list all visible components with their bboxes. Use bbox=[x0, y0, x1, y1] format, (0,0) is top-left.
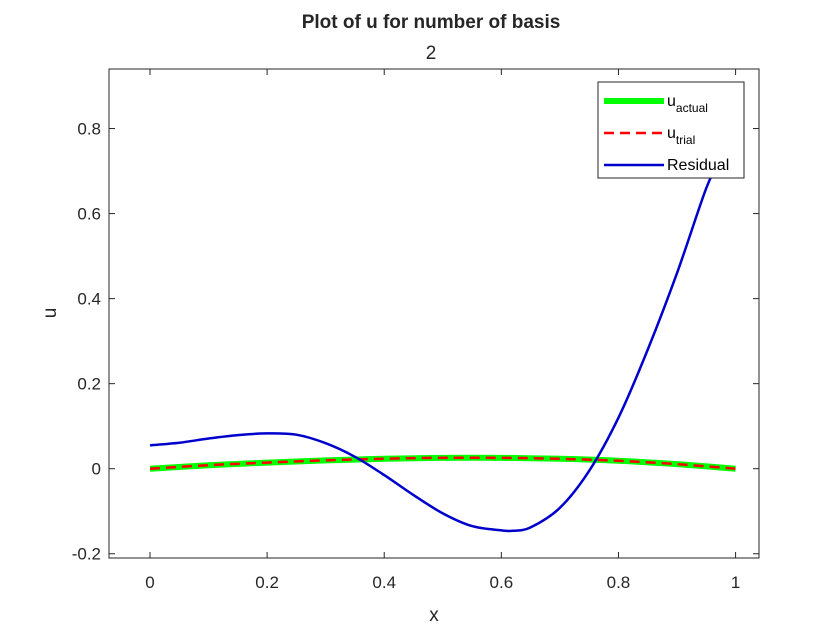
legend: uactual utrial Residual bbox=[597, 81, 745, 179]
x-tick-label: 1 bbox=[731, 573, 740, 592]
x-tick-label: 0.4 bbox=[372, 573, 396, 592]
series-group bbox=[149, 157, 736, 533]
series-line-u-trial bbox=[149, 456, 736, 470]
x-tick-label: 0.2 bbox=[255, 573, 279, 592]
chart-subtitle: 2 bbox=[426, 43, 437, 64]
y-tick-label: 0.6 bbox=[77, 205, 101, 224]
legend-label: uactual bbox=[667, 93, 708, 115]
legend-label: Residual bbox=[667, 157, 729, 174]
chart-title: Plot of u for number of basis bbox=[302, 12, 561, 33]
y-axis-label: u bbox=[40, 308, 61, 319]
y-tick-label: 0.2 bbox=[77, 375, 101, 394]
y-tick-label: 0.4 bbox=[77, 290, 101, 309]
x-tick-label: 0 bbox=[145, 573, 154, 592]
x-tick-label: 0.6 bbox=[490, 573, 514, 592]
y-tick-label: 0.8 bbox=[77, 120, 101, 139]
y-tick-label: 0 bbox=[92, 460, 101, 479]
legend-label: utrial bbox=[667, 125, 695, 147]
x-axis-label: x bbox=[429, 605, 439, 626]
y-tick-label: -0.2 bbox=[72, 545, 101, 564]
series-line-residual bbox=[149, 157, 723, 533]
x-tick-label: 0.8 bbox=[607, 573, 631, 592]
